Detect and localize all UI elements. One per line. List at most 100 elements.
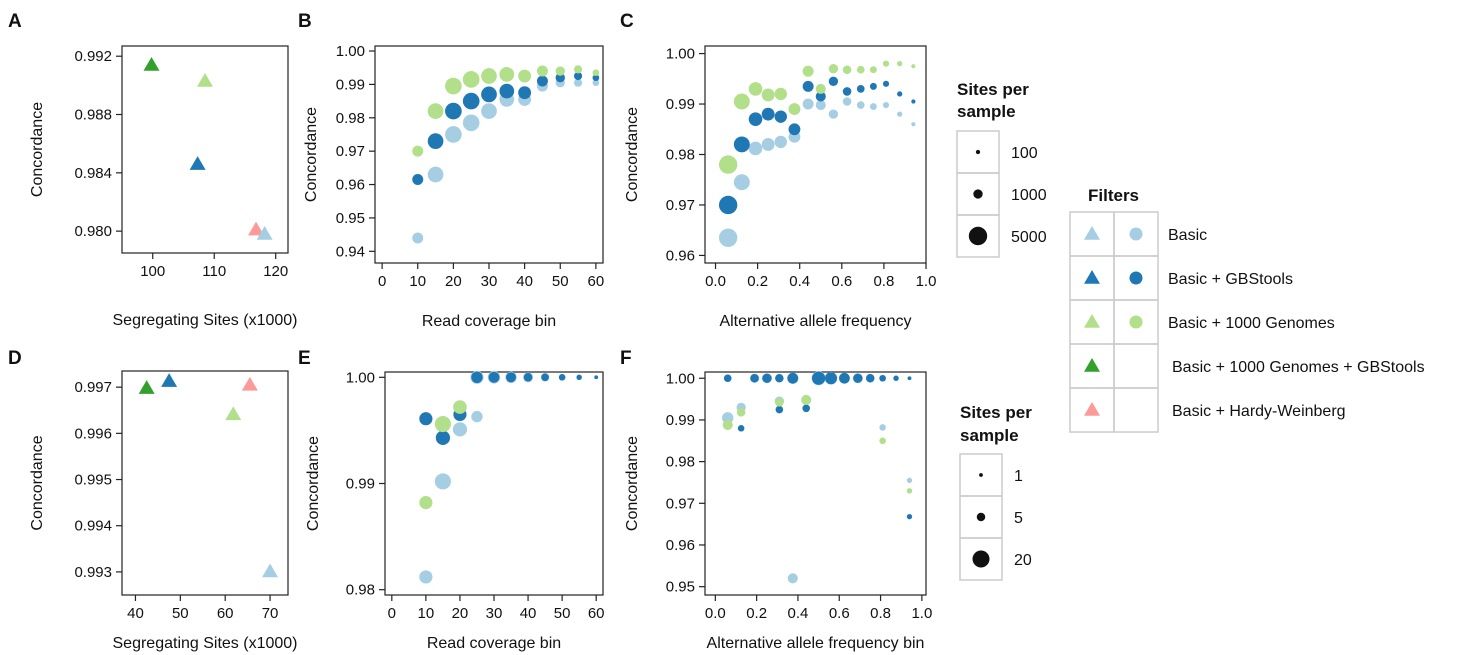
triangle-point-basic-1000-genomes (197, 72, 213, 87)
data-point (722, 419, 733, 430)
data-point (879, 437, 886, 445)
data-point (499, 67, 515, 82)
data-point (594, 375, 599, 380)
data-point (839, 372, 850, 384)
data-point (412, 232, 424, 244)
x-tick-label: 70 (262, 605, 279, 622)
data-point (761, 88, 775, 102)
data-point (802, 65, 814, 77)
legend-size-label: 20 (1014, 552, 1032, 569)
data-point (869, 103, 877, 111)
data-point (576, 374, 582, 380)
series-basic-gbstools (412, 71, 600, 186)
y-axis-label: Concordance (29, 102, 46, 197)
series-basic (412, 78, 600, 244)
data-point (733, 174, 750, 191)
panel-a: 100 110 120 0.980 0.984 0.988 0.992 Segregating… (29, 45, 298, 329)
data-point (471, 410, 483, 423)
x-tick-label: 40 (516, 273, 533, 290)
data-point (906, 513, 913, 520)
data-point (506, 372, 517, 383)
data-point (412, 145, 424, 157)
y-tick-label: 0.98 (336, 110, 365, 127)
x-tick-label: 60 (588, 605, 605, 622)
data-point (853, 373, 863, 383)
triangle-point-basic-hardy-weinberg (241, 376, 258, 391)
legend-triangle-basic-1000-genomes-gbstools (1084, 358, 1100, 372)
triangle-point-basic-gbstools (161, 373, 178, 387)
legend-key-cell (1113, 343, 1159, 389)
legend-size-label: 5 (1014, 510, 1023, 527)
data-point (555, 66, 565, 76)
data-point (718, 228, 738, 247)
y-tick-label: 0.97 (666, 197, 695, 214)
data-point (427, 133, 444, 150)
data-point (787, 372, 799, 384)
data-point (882, 80, 890, 87)
panel-label-c: C (620, 11, 634, 32)
legend-size-dot (972, 550, 990, 568)
size-legend-keys: 100 1000 5000 (956, 130, 1047, 258)
legend-size-label: 100 (1011, 145, 1038, 162)
y-tick-label: 0.95 (336, 210, 365, 227)
data-point (748, 112, 763, 126)
y-tick-label: 0.98 (666, 147, 695, 164)
data-point (897, 91, 903, 97)
panel-e: 0 10 20 30 40 50 60 0.98 0.99 1.00 Read coverage b… (305, 369, 605, 652)
y-axis-label: Concordance (624, 107, 641, 202)
x-axis-label: Alternative allele frequency bin (707, 635, 925, 652)
y-axis-label: Concordance (624, 436, 641, 531)
data-point (788, 103, 801, 116)
series-basic-gbstools-1-00 (471, 371, 599, 384)
data-point (452, 422, 468, 437)
size-legend-title-line2: sample (960, 426, 1019, 445)
data-point (815, 83, 826, 94)
x-tick-label: 0.2 (746, 605, 767, 622)
data-point (573, 71, 583, 81)
legend-size-dot (975, 149, 981, 155)
x-tick-label: 0.0 (705, 273, 726, 290)
triangle-point-basic-hardy-weinberg (248, 221, 265, 236)
data-point (882, 60, 890, 67)
y-axis-label: Concordance (303, 107, 320, 202)
x-tick-label: 10 (418, 605, 435, 622)
x-axis-label: Alternative allele frequency (719, 313, 911, 330)
data-point (419, 570, 433, 584)
series-basic-gbstools-1-00 (723, 371, 912, 385)
data-point (812, 371, 826, 385)
data-point (573, 78, 583, 87)
data-point (815, 100, 826, 111)
data-point (592, 74, 600, 82)
legend-filter-label: Basic + 1000 Genomes + GBStools (1172, 359, 1425, 376)
data-point (536, 65, 548, 77)
y-tick-label: 0.995 (74, 472, 112, 489)
panel-f: 0.0 0.2 0.4 0.6 0.8 1.0 0.95 0.96 0.97 0.98 0.99 1.… (624, 370, 932, 652)
sites-per-sample-legend-top: Sites per sample 100 1000 5000 (956, 80, 1047, 258)
legend-filter-label: Basic + Hardy-Weinberg (1172, 403, 1346, 420)
data-point (592, 69, 600, 77)
data-point (733, 136, 750, 153)
data-point (911, 64, 916, 69)
data-point (434, 415, 451, 433)
x-axis-label: Read coverage bin (422, 313, 556, 330)
panel-label-f: F (620, 348, 632, 369)
data-point (536, 75, 548, 87)
data-point (869, 66, 877, 74)
data-point (775, 374, 784, 383)
data-point (761, 107, 775, 121)
data-point (906, 488, 913, 494)
data-point (856, 85, 865, 93)
y-tick-label: 0.997 (74, 379, 112, 396)
y-tick-label: 0.96 (336, 177, 365, 194)
data-point (774, 135, 787, 149)
legend-circle-basic-1000-genomes (1129, 315, 1143, 329)
x-tick-label: 110 (202, 263, 226, 280)
triangle-point-basic (256, 226, 273, 240)
x-tick-label: 60 (217, 605, 234, 622)
data-point (736, 408, 746, 417)
legend-key-cell (1113, 387, 1159, 433)
data-point (481, 103, 497, 119)
data-point (558, 374, 566, 381)
x-axis-label: Segregating Sites (x1000) (113, 312, 298, 329)
data-point (471, 371, 483, 384)
